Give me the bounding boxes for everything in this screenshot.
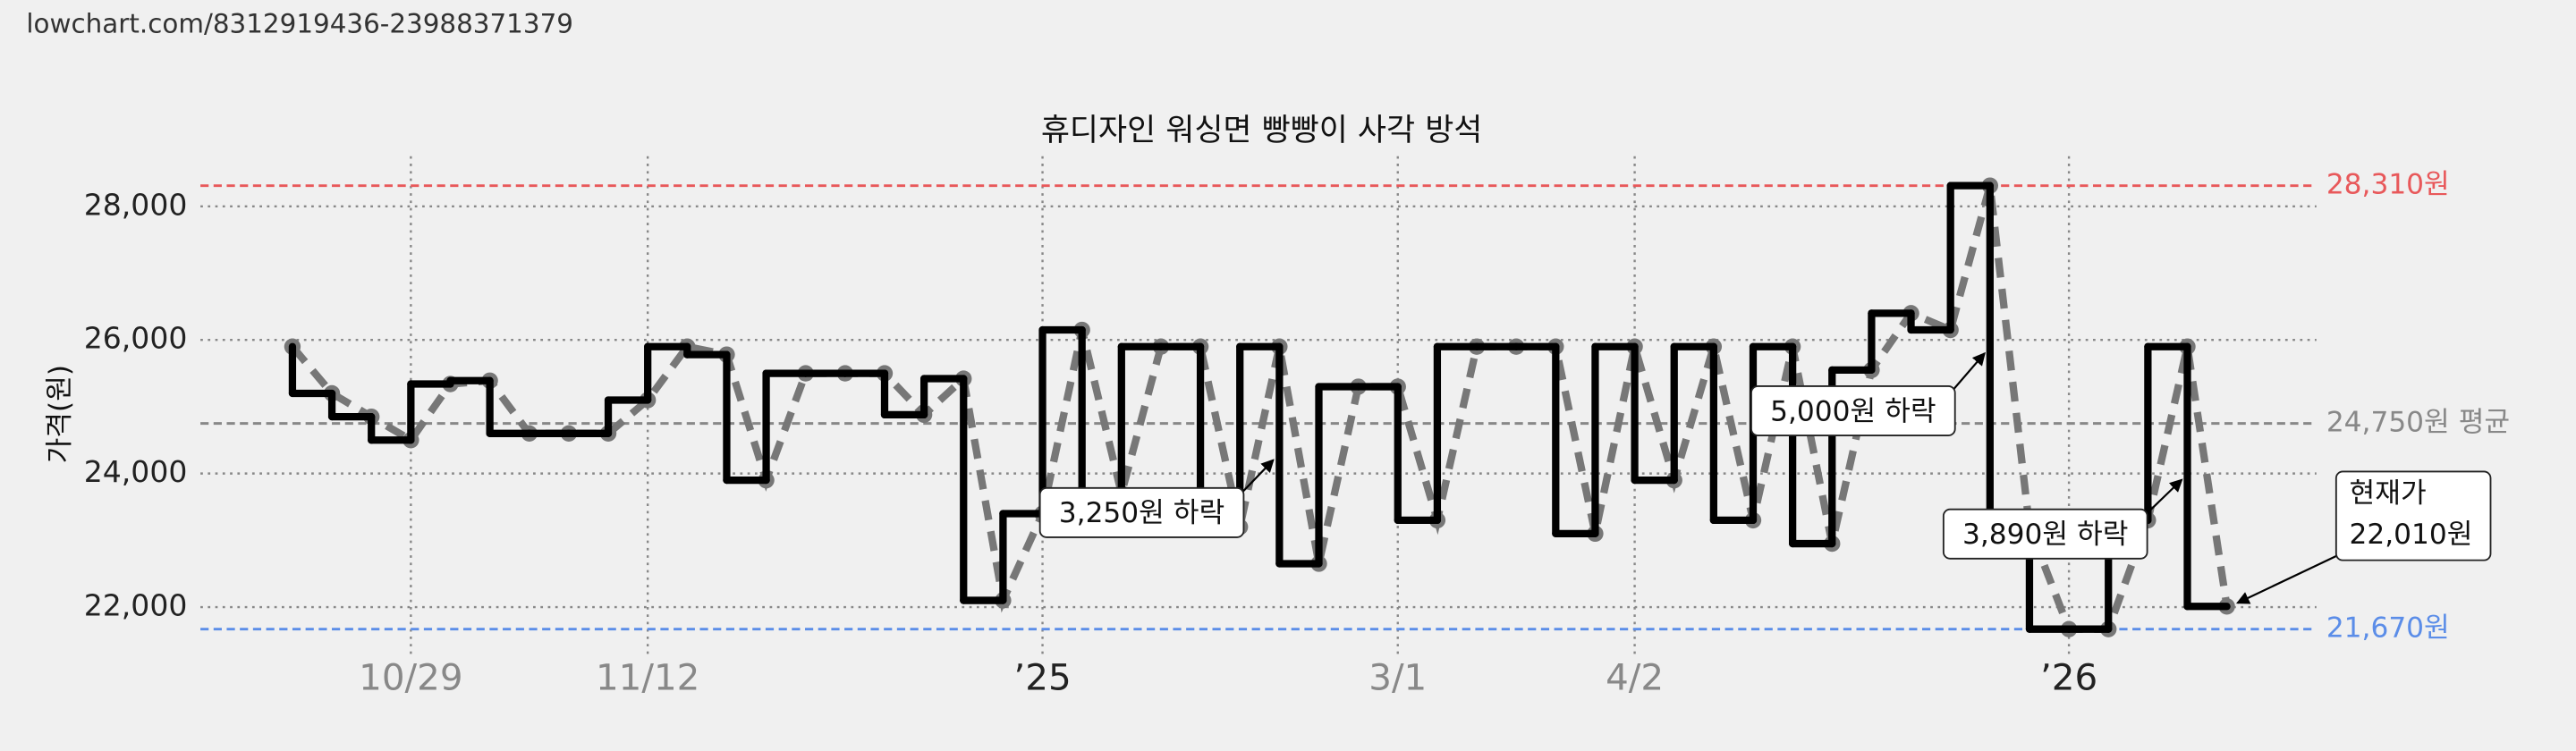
trend-line [289,184,2231,633]
reference-label: 24,750원 평균 [2326,407,2510,439]
x-tick-label: 11/12 [596,656,699,699]
chart-title: 휴디자인 워싱면 빵빵이 사각 방석 [1041,113,1483,148]
y-tick-label: 28,000 [84,187,188,222]
y-tick-label: 26,000 [84,321,188,356]
annotation-arrow [2235,554,2339,604]
current-price-label: 22,010원 [2350,519,2473,551]
x-tick-label: ’25 [1013,656,1071,699]
reference-label: 21,670원 [2326,612,2450,645]
source-url: lowchart.com/8312919436-23988371379 [26,8,573,38]
annotation-text: 3,250원 하락 [1059,497,1224,529]
annotation-text: 3,890원 하락 [1962,519,2128,551]
reference-label: 28,310원 [2326,169,2450,201]
annotation-box [2334,470,2492,561]
x-tick-label: ’26 [2040,656,2097,699]
y-tick-label: 24,000 [84,454,188,489]
current-price-label: 현재가 [2350,477,2427,510]
annotation-box [1942,508,2148,560]
x-tick-label: 3/1 [1368,656,1427,699]
y-tick-label: 22,000 [84,588,188,623]
y-axis-label: 가격(원) [44,365,76,464]
x-tick-label: 10/29 [359,656,462,699]
annotation-text: 5,000원 하락 [1770,395,1936,427]
x-tick-label: 4/2 [1606,656,1664,699]
annotation-box [1750,385,1956,436]
annotation-box [1038,486,1245,538]
